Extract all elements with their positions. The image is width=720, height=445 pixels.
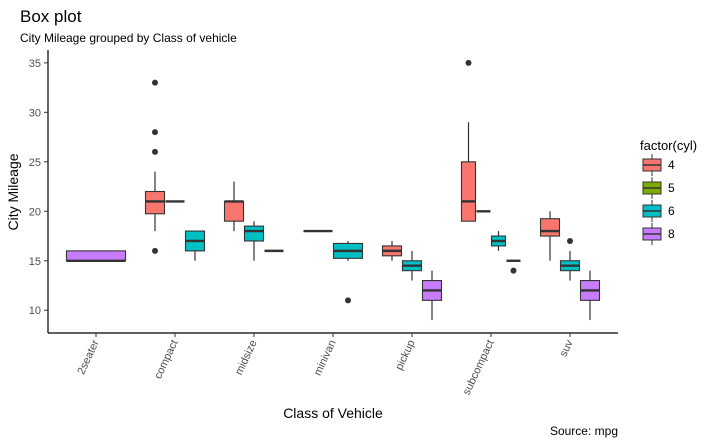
x-tick-label: suv [558, 338, 576, 359]
y-tick-label: 30 [29, 107, 41, 119]
box-pickup-cyl6 [401, 250, 423, 281]
caption: Source: mpg [550, 424, 618, 438]
legend-item-5: 5 [642, 177, 675, 199]
box-compact-cyl4 [144, 79, 166, 254]
y-axis-label: City Mileage [5, 153, 21, 230]
box-body [65, 250, 127, 262]
box-body [539, 218, 561, 237]
outlier-point [152, 79, 158, 86]
x-axis-label: Class of Vehicle [283, 405, 383, 421]
box-body [223, 200, 245, 222]
box-subcompact-cyl6 [490, 231, 507, 251]
box-body [460, 161, 477, 222]
legend-label: 6 [668, 204, 675, 218]
box-midsize-cyl4 [223, 181, 245, 232]
legend-item-4: 4 [642, 154, 675, 176]
box-suv-cyl4 [539, 211, 561, 261]
x-tick-label: pickup [393, 338, 417, 372]
outlier-point [567, 237, 573, 244]
x-tick-label: minivan [312, 338, 339, 377]
legend-title: factor(cyl) [640, 138, 697, 153]
box-suv-cyl6 [559, 237, 581, 281]
box-suv-cyl8 [579, 270, 601, 321]
x-tick-label: 2seater [75, 338, 102, 377]
x-tick-label: compact [152, 338, 180, 381]
box-body [144, 190, 166, 215]
y-tick-label: 25 [29, 157, 41, 169]
box-midsize-cyl6 [243, 221, 265, 261]
legend-label: 4 [668, 158, 675, 172]
x-tick-label: subcompact [461, 338, 497, 397]
box-pickup-cyl4 [381, 240, 403, 261]
legend-label: 8 [668, 227, 675, 241]
box-pickup-cyl8 [421, 270, 443, 321]
legend-item-6: 6 [642, 200, 675, 222]
legend: factor(cyl) 4 5 6 8 [640, 138, 697, 245]
y-tick-label: 10 [29, 305, 41, 317]
box-subcompact-cyl8 [506, 259, 521, 274]
box-subcompact-cyl4 [460, 59, 477, 222]
outlier-point [152, 129, 158, 136]
y-tick-label: 35 [29, 58, 41, 70]
outlier-point [345, 297, 351, 304]
legend-label: 5 [668, 181, 675, 195]
outlier-point [152, 247, 158, 254]
box-body [243, 225, 265, 242]
chart-subtitle: City Mileage grouped by Class of vehicle [20, 31, 237, 45]
box-minivan-cyl6 [332, 240, 364, 304]
box-compact-cyl6 [184, 230, 206, 261]
box-2seater-cyl8 [65, 250, 127, 262]
plot-area: 10 15 20 25 30 35 2seater compact midsize minivan… [29, 50, 618, 397]
x-tick-label: midsize [233, 338, 260, 377]
chart-title: Box plot [20, 7, 82, 26]
legend-item-8: 8 [642, 223, 675, 245]
outlier-point [510, 267, 517, 274]
y-tick-label: 15 [29, 256, 41, 268]
outlier-point [465, 59, 472, 66]
outlier-point [152, 148, 158, 155]
y-tick-label: 20 [29, 206, 41, 218]
